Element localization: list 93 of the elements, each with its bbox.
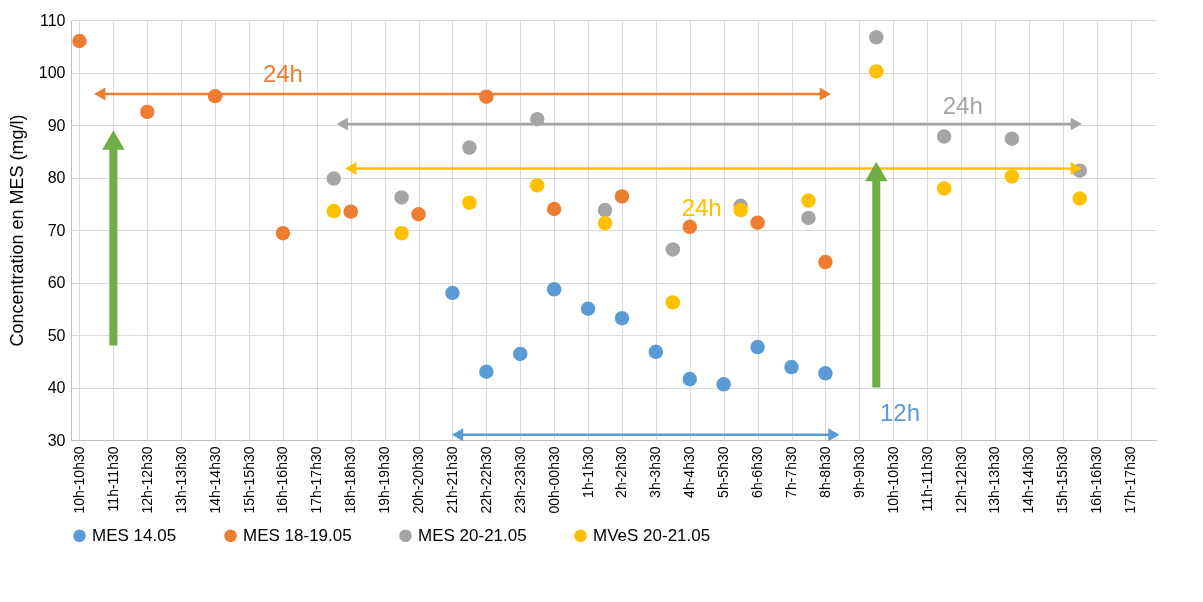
y-axis-title: Concentration en MES (mg/l) <box>6 114 27 347</box>
x-tick-label: 15h-15h30 <box>240 446 257 514</box>
x-tick-label: 14h-14h30 <box>206 446 223 514</box>
point <box>936 181 952 196</box>
point <box>750 339 765 355</box>
point <box>818 254 833 270</box>
y-tick-label: 80 <box>47 169 66 186</box>
point <box>1004 169 1020 184</box>
point <box>936 129 952 144</box>
y-tick-label: 110 <box>39 11 66 29</box>
point <box>1072 191 1087 206</box>
point <box>462 140 477 155</box>
x-tick-label: 3h-3h30 <box>647 446 664 498</box>
point <box>462 195 477 210</box>
point <box>479 364 494 379</box>
point <box>614 310 630 326</box>
y-tick-label: 70 <box>47 221 66 239</box>
x-tick-label: 16h-16h30 <box>1088 446 1105 514</box>
point <box>343 204 358 219</box>
x-tick-label: 7h-7h30 <box>783 446 800 498</box>
x-tick-label: 2h-2h30 <box>613 446 630 498</box>
point <box>733 202 748 218</box>
point <box>1004 131 1020 146</box>
point <box>529 178 545 193</box>
point <box>326 171 342 186</box>
point <box>513 346 528 362</box>
x-tick-label: 21h-21h30 <box>443 446 460 514</box>
point <box>394 225 409 241</box>
x-tick-label: 00h-00h30 <box>545 446 562 514</box>
x-tick-label: 4h-4h30 <box>681 446 698 498</box>
x-tick-label: 10h-10h30 <box>70 446 87 514</box>
x-tick-label: 17h-17h30 <box>308 446 325 514</box>
point <box>546 282 562 297</box>
point <box>665 295 681 310</box>
x-tick-label: 8h-8h30 <box>816 446 833 498</box>
point <box>818 366 833 381</box>
point <box>411 207 426 222</box>
legend-label: MES 20-21.05 <box>418 525 527 545</box>
x-tick-label: 20h-20h30 <box>410 446 427 514</box>
x-tick-label: 6h-6h30 <box>749 446 766 498</box>
point <box>72 33 87 49</box>
x-tick-label: 1h-1h30 <box>579 446 596 498</box>
y-tick-label: 30 <box>47 431 66 449</box>
point <box>665 242 681 257</box>
point <box>869 64 884 79</box>
annotation: 24h <box>681 194 722 221</box>
point <box>750 215 765 230</box>
x-tick-label: 22h-22h30 <box>477 446 494 514</box>
point <box>869 30 884 45</box>
x-tick-label: 13h-13h30 <box>986 446 1003 514</box>
point <box>597 202 613 218</box>
point <box>801 210 816 226</box>
x-tick-label: 17h-17h30 <box>1122 446 1139 514</box>
x-tick-label: 12h-12h30 <box>138 446 155 514</box>
y-tick-label: 60 <box>47 274 66 291</box>
annotation: 12h <box>879 398 921 426</box>
y-tick-label: 40 <box>47 379 66 396</box>
y-tick-label: 50 <box>47 326 66 344</box>
point <box>275 225 291 241</box>
y-tick-label: 90 <box>47 116 66 134</box>
x-tick-label: 9h-9h30 <box>850 446 867 498</box>
point <box>597 215 613 231</box>
point <box>801 193 816 208</box>
point <box>140 104 155 120</box>
x-tick-label: 19h-19h30 <box>376 446 393 514</box>
point <box>682 219 698 235</box>
x-tick-label: 12h-12h30 <box>952 446 969 514</box>
x-tick-label: 11h-11h30 <box>918 446 935 512</box>
y-tick-label: 100 <box>38 64 66 81</box>
x-tick-label: 10h-10h30 <box>884 446 901 514</box>
x-tick-label: 23h-23h30 <box>511 446 528 514</box>
x-tick-label: 14h-14h30 <box>1020 446 1037 514</box>
annotation: 24h <box>942 91 983 119</box>
x-tick-label: 11h-11h30 <box>104 446 121 512</box>
point <box>716 377 731 392</box>
point <box>394 190 409 205</box>
point <box>614 189 630 204</box>
x-tick-label: 15h-15h30 <box>1054 446 1071 514</box>
annotation: 24h <box>262 60 303 88</box>
legend-label: MES 18-19.05 <box>243 525 352 545</box>
x-tick-label: 13h-13h30 <box>172 446 189 514</box>
point <box>445 285 460 301</box>
x-tick-label: 5h-5h30 <box>715 446 732 498</box>
legend-label: MES 14.05 <box>92 525 177 545</box>
point <box>580 301 596 316</box>
x-tick-label: 16h-16h30 <box>274 446 291 514</box>
point <box>648 344 664 360</box>
point <box>784 359 799 375</box>
legend-label: MVeS 20-21.05 <box>593 525 711 545</box>
point <box>326 203 342 219</box>
x-tick-label: 18h-18h30 <box>342 446 359 514</box>
point <box>682 371 698 387</box>
point <box>546 201 562 217</box>
